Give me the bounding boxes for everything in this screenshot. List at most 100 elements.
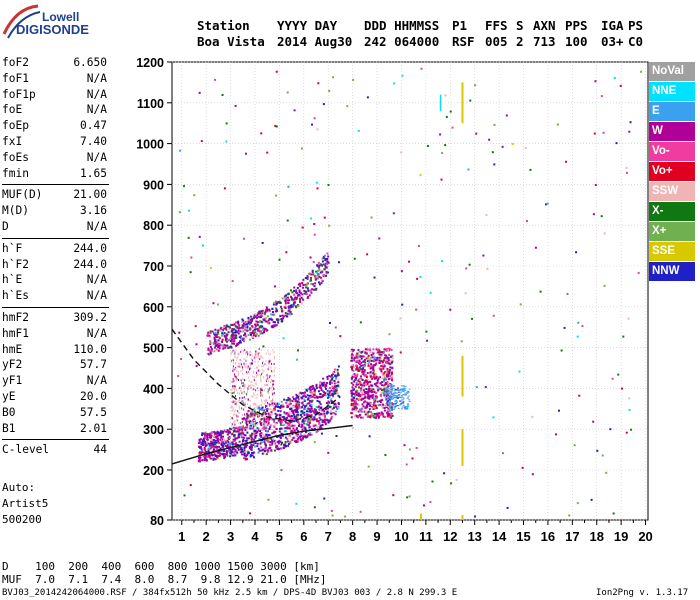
echo-multihop [322,256,325,259]
echo-cluster-east [390,391,393,393]
echo-cluster [368,358,371,361]
echo-f2 [246,458,249,461]
echo-cluster [376,413,379,416]
echo-spread [252,403,254,406]
echo-spread [244,413,246,416]
echo-multihop [224,326,227,329]
echo-cluster [383,390,386,393]
echo-cluster [383,407,386,410]
echo-f2 [265,453,268,456]
echo-f2 [246,452,249,455]
echo-cluster [364,395,367,398]
echo-f2 [278,447,281,450]
noise-point [566,293,569,296]
echo-f2 [216,457,219,460]
echo-cluster-east [395,392,398,394]
echo-cluster-east [403,389,406,391]
echo-f2 [250,448,253,451]
echo-multihop [311,271,314,274]
echo-spread [257,413,259,416]
echo-multihop [241,327,244,330]
echo-multihop [311,269,314,272]
echo-f2 [212,458,215,461]
echo-cluster [369,416,372,419]
echo-spread [254,356,256,359]
noise-point [440,178,443,181]
echo-multihop [324,264,327,267]
echo-f2 [242,427,245,430]
echo-cluster [364,380,367,383]
noise-point [529,168,532,171]
param-value: N/A [86,71,107,85]
echo-cluster [355,390,358,393]
echo-spread [251,354,253,357]
echo-f2 [297,430,300,433]
echo-cluster [357,379,360,382]
noise-point [339,335,342,338]
echo-multihop [209,331,212,334]
echo-f2 [280,400,283,403]
echo-spread [243,384,245,387]
echo-multihop [327,261,330,264]
echo-spread [240,379,242,382]
echo-f2 [330,398,333,401]
echo-cluster [373,402,376,405]
echo-f2 [309,389,312,392]
noise-point [625,171,628,174]
echo-f2 [253,412,256,415]
echo-spread [273,351,275,354]
echo-f2 [329,381,332,384]
echo-cluster [373,404,376,407]
echo-cluster-east [394,389,397,391]
echo-multihop [316,264,319,267]
echo-spread [261,400,263,403]
echo-cluster [381,405,384,408]
echo-f2 [287,398,290,401]
echo-f2 [220,430,223,433]
echo-f2 [218,450,221,453]
echo-spread [264,384,266,387]
echo-spread [271,385,273,388]
noise-point [285,251,288,254]
echo-cluster [391,357,394,360]
echo-cluster [361,368,364,371]
echo-f2 [296,402,299,405]
echo-f2 [318,413,321,416]
echo-multihop [237,325,240,328]
echo-cluster [353,405,356,408]
echo-f2 [251,451,254,454]
noise-point [563,326,566,329]
echo-cluster [362,405,365,408]
echo-spread [262,357,264,360]
echo-cluster [382,373,385,376]
echo-cluster [366,401,369,404]
echo-spread [247,411,249,414]
echo-f2 [336,392,339,395]
echo-multihop [234,329,237,332]
echo-multihop [268,309,271,312]
noise-point [511,143,514,146]
echo-spread [242,350,244,353]
noise-point [576,502,579,505]
echo-spread [233,349,235,352]
echo-cluster [351,392,354,395]
echo-f2 [209,457,212,460]
y-tick-label: 1100 [137,97,164,111]
echo-spread [242,384,244,387]
header-value: 005 [485,34,508,49]
echo-cluster [375,373,378,376]
echo-spread [258,369,260,372]
echo-multihop [306,275,309,278]
echo-multihop [284,314,287,317]
echo-spread [260,387,262,390]
echo-cluster-east [392,393,395,395]
echo-spread [234,351,236,354]
echo-f2 [240,450,243,453]
echo-multihop [279,301,282,304]
y-tick-label: 1000 [136,138,164,152]
noise-point [455,478,458,481]
echo-cluster [376,385,379,388]
echo-f2 [279,418,282,421]
echo-multihop [252,336,255,339]
echo-f2 [254,442,257,445]
